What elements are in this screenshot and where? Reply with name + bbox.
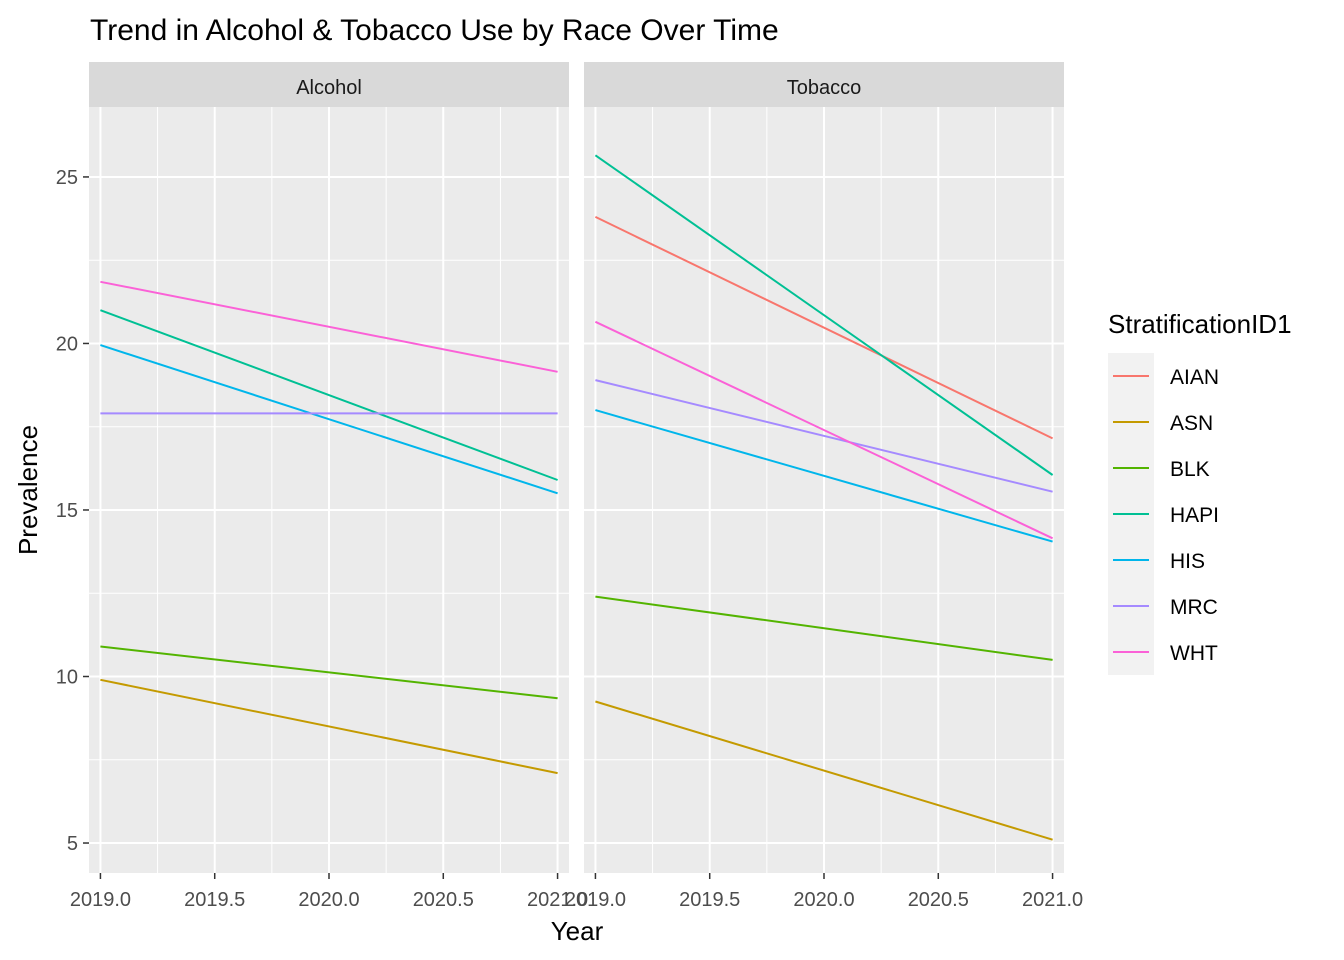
chart-title: Trend in Alcohol & Tobacco Use by Race O…: [90, 14, 779, 47]
series-line-wht: [100, 280, 558, 373]
series-line-his: [100, 344, 558, 495]
x-tick-label: 2019.5: [184, 889, 245, 911]
facet-panels: Alcohol 2019.0 2019.5 2020.0 2020.5 2021.0 5 10…: [56, 62, 1083, 911]
legend-label-his: HIS: [1170, 550, 1205, 573]
facet-strip-label: Alcohol: [296, 77, 362, 99]
legend: StratificationID1 AIAN ASN BLK HAPI HIS MRC WH…: [1108, 309, 1292, 675]
x-tick-label: 2020.0: [298, 889, 359, 911]
y-tick-label: 15: [56, 500, 78, 522]
series-line-his: [595, 409, 1053, 543]
series-line-wht: [594, 320, 1054, 540]
series-line-hapi: [594, 154, 1054, 476]
y-tick-label: 10: [56, 667, 78, 689]
facet-panel-tobacco: Tobacco 2019.0 2019.5 2020.0 2020.5 2021.0: [565, 62, 1083, 911]
x-tick-label: 2020.5: [908, 889, 969, 911]
legend-label-asn: ASN: [1170, 412, 1213, 435]
x-tick-label: 2019.0: [70, 889, 131, 911]
facet-strip: [584, 62, 1064, 107]
y-tick-label: 25: [56, 167, 78, 189]
series-line-blk: [100, 645, 558, 700]
y-axis-label: Prevalence: [13, 425, 43, 555]
legend-label-blk: BLK: [1170, 458, 1210, 481]
series-line-mrc: [595, 379, 1053, 493]
legend-label-hapi: HAPI: [1170, 504, 1219, 527]
series-line-asn: [595, 700, 1053, 841]
facet-strip-label: Tobacco: [787, 77, 862, 99]
legend-label-mrc: MRC: [1170, 596, 1218, 619]
series-line-blk: [595, 595, 1053, 661]
legend-label-aian: AIAN: [1170, 366, 1219, 389]
x-tick-label: 2019.5: [679, 889, 740, 911]
series-line-asn: [100, 678, 558, 775]
x-tick-label: 2021.0: [527, 889, 588, 911]
x-tick-label: 2021.0: [1022, 889, 1083, 911]
x-tick-label: 2020.5: [413, 889, 474, 911]
series-line-hapi: [100, 309, 558, 481]
facet-strip: [89, 62, 569, 107]
legend-title: StratificationID1: [1108, 309, 1292, 339]
y-tick-label: 20: [56, 333, 78, 355]
x-tick-label: 2020.0: [793, 889, 854, 911]
x-tick-label: 2019.0: [565, 889, 626, 911]
facet-panel-alcohol: Alcohol 2019.0 2019.5 2020.0 2020.5 2021.0 5 10…: [56, 62, 588, 911]
series-line-aian: [594, 216, 1054, 440]
x-axis-label: Year: [551, 916, 604, 946]
legend-label-wht: WHT: [1170, 642, 1218, 665]
y-tick-label: 5: [67, 833, 78, 855]
